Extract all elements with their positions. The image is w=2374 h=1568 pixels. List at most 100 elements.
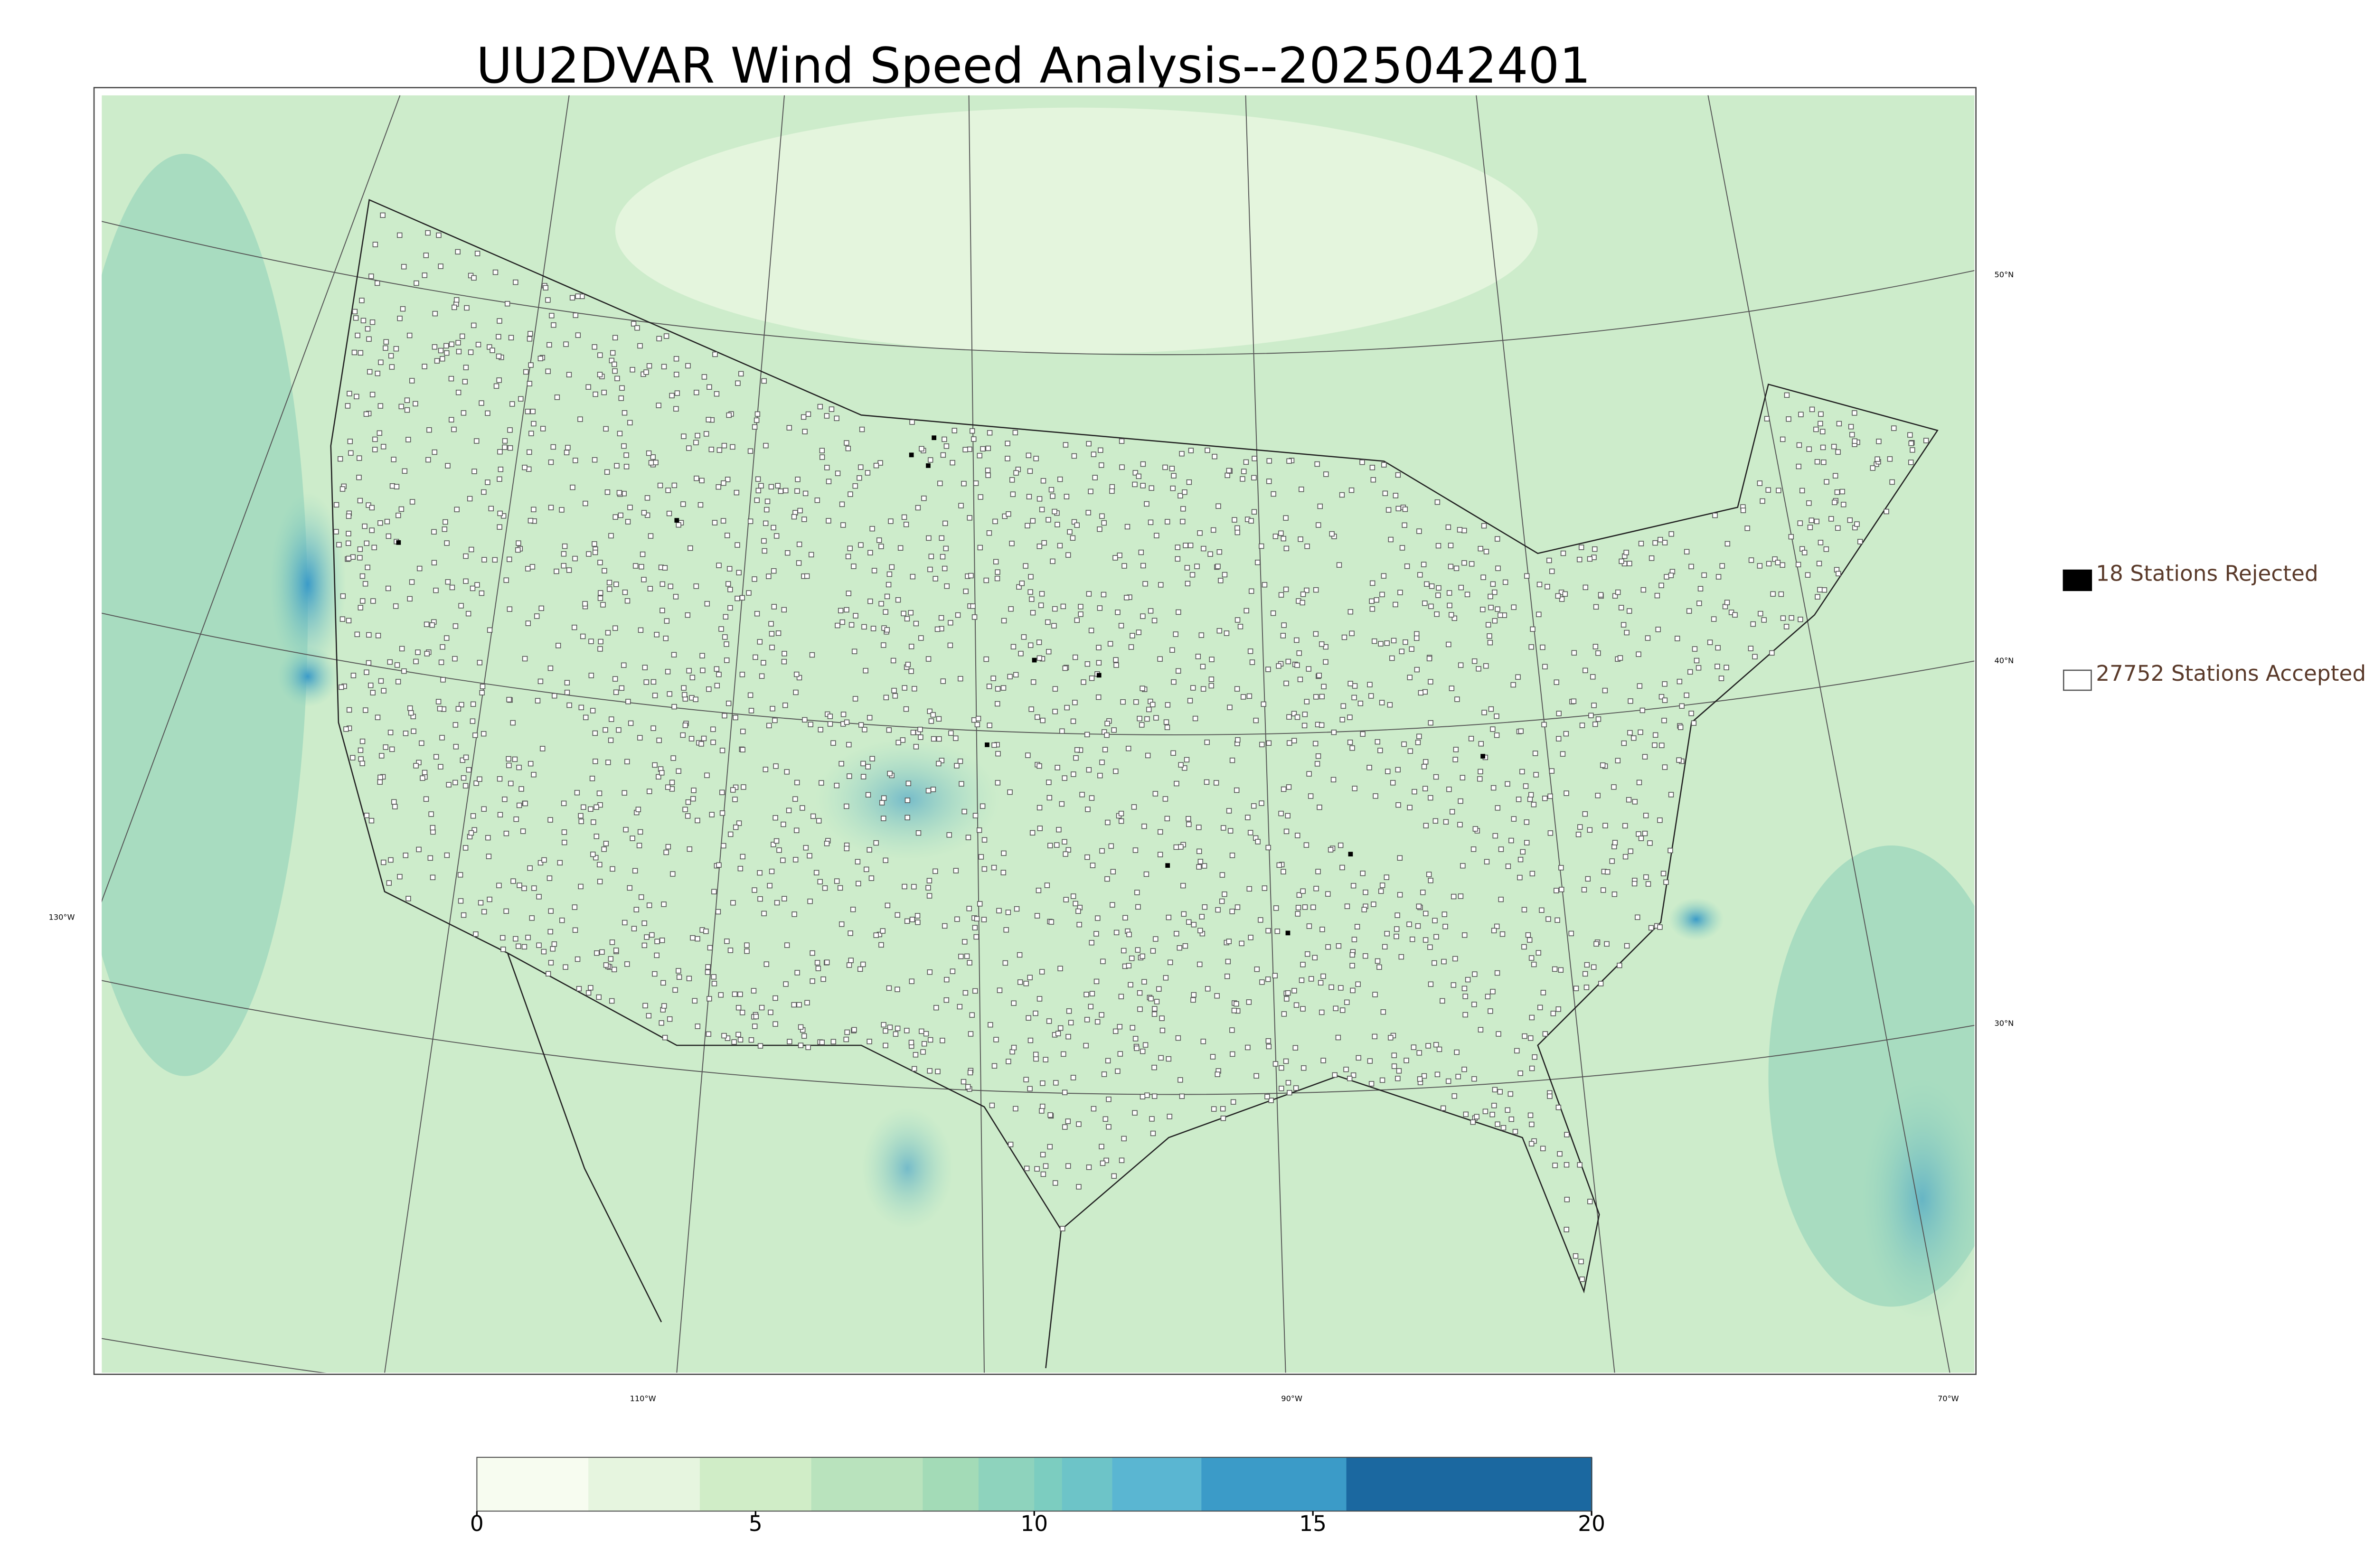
station [1085, 807, 1091, 812]
station [1030, 679, 1036, 685]
station [1003, 927, 1009, 933]
station [1010, 491, 1016, 497]
station [1089, 795, 1095, 801]
station [641, 510, 647, 516]
station [752, 576, 757, 582]
station [358, 756, 364, 762]
station [940, 452, 946, 458]
station [802, 490, 809, 497]
station [354, 394, 359, 399]
station [530, 409, 536, 414]
station [627, 505, 633, 510]
station [1053, 1080, 1059, 1086]
station [592, 549, 598, 555]
station [1875, 456, 1880, 462]
station [521, 885, 527, 892]
station [1060, 603, 1066, 610]
station [913, 744, 919, 750]
station [710, 739, 716, 745]
station [662, 565, 668, 571]
station [513, 279, 518, 285]
station [804, 1000, 810, 1005]
station [845, 554, 851, 559]
station [1040, 478, 1046, 484]
station [1149, 485, 1154, 491]
station [878, 601, 884, 607]
station [411, 728, 416, 734]
station [1065, 1118, 1071, 1124]
station [1370, 477, 1376, 483]
station [1088, 1004, 1093, 1009]
station [703, 431, 709, 437]
station [1102, 747, 1108, 752]
station [1744, 526, 1750, 531]
station [1541, 722, 1547, 728]
station [1797, 520, 1803, 526]
station [1018, 651, 1024, 657]
station [362, 581, 368, 587]
station [772, 995, 778, 1001]
station [921, 496, 927, 501]
station [1542, 796, 1548, 801]
station [1059, 801, 1065, 807]
station [757, 896, 763, 902]
station [624, 759, 630, 765]
station [1347, 739, 1353, 745]
station [908, 1040, 914, 1045]
station [1465, 976, 1471, 983]
station [1350, 987, 1356, 994]
station [506, 762, 512, 769]
station [1148, 995, 1154, 1002]
station [627, 885, 632, 891]
station [408, 710, 414, 716]
station [699, 653, 705, 658]
station [1416, 903, 1422, 909]
station [1884, 508, 1889, 515]
station [1545, 584, 1550, 590]
station [974, 722, 980, 728]
station [883, 609, 888, 615]
station [1657, 817, 1663, 823]
station [1836, 421, 1842, 427]
station [1117, 1024, 1122, 1030]
station [1423, 759, 1429, 765]
station [1369, 465, 1375, 470]
station [891, 687, 897, 694]
station [958, 954, 964, 959]
station [545, 368, 551, 374]
station [975, 715, 981, 722]
station [1366, 765, 1372, 770]
station [340, 593, 346, 599]
rejected-station [674, 518, 679, 523]
station [1492, 618, 1498, 624]
station [993, 1037, 999, 1042]
station [724, 657, 730, 663]
station [1084, 854, 1090, 860]
station [577, 416, 583, 422]
station [772, 1021, 778, 1027]
station [901, 610, 906, 617]
station [1052, 508, 1057, 515]
station [1379, 700, 1385, 705]
station [1511, 604, 1517, 610]
station [1169, 466, 1175, 471]
station [387, 659, 393, 665]
station [375, 633, 381, 638]
station [1331, 729, 1337, 735]
station [528, 362, 534, 368]
station [541, 948, 547, 955]
station [1474, 1114, 1479, 1119]
station [883, 695, 889, 700]
station [1064, 704, 1070, 711]
station [1306, 771, 1312, 777]
station [846, 742, 852, 748]
station [1208, 676, 1215, 682]
station [1410, 936, 1415, 942]
station [1668, 531, 1674, 537]
station [665, 488, 671, 493]
station [646, 363, 652, 369]
station [356, 475, 362, 480]
station [550, 444, 556, 450]
station [1230, 1051, 1235, 1057]
station [1234, 686, 1240, 692]
